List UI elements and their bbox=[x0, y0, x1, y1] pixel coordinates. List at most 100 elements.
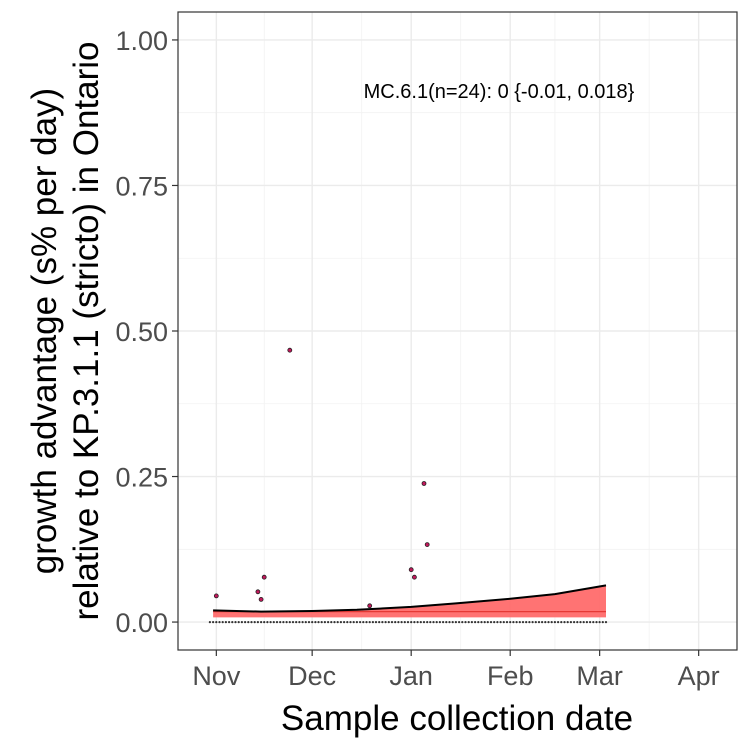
zero-point bbox=[550, 621, 553, 624]
zero-point bbox=[212, 621, 215, 624]
zero-point bbox=[327, 621, 330, 624]
zero-point bbox=[541, 621, 544, 624]
zero-point bbox=[477, 621, 480, 624]
data-point bbox=[261, 574, 267, 580]
zero-point bbox=[323, 621, 326, 624]
zero-point bbox=[604, 621, 608, 624]
zero-point bbox=[502, 621, 505, 624]
y-tick-label: 0.00 bbox=[115, 608, 168, 638]
zero-point bbox=[445, 621, 448, 624]
x-tick-label: Dec bbox=[288, 661, 336, 691]
zero-point bbox=[397, 621, 400, 624]
zero-point bbox=[307, 621, 311, 624]
zero-point bbox=[595, 621, 598, 624]
zero-point bbox=[298, 621, 301, 624]
zero-point bbox=[470, 621, 473, 624]
zero-point bbox=[576, 621, 579, 624]
zero-point bbox=[512, 621, 515, 624]
zero-point bbox=[343, 621, 346, 624]
zero-point bbox=[291, 621, 295, 624]
annotation-label: MC.6.1(n=24): 0 {-0.01, 0.018} bbox=[364, 81, 635, 103]
zero-point bbox=[419, 621, 422, 624]
y-tick-label: 1.00 bbox=[115, 26, 168, 56]
x-tick-label: Nov bbox=[192, 661, 241, 691]
zero-point bbox=[442, 621, 445, 624]
zero-point bbox=[435, 621, 438, 624]
y-axis: 0.00 0.25 0.50 0.75 1.00 bbox=[115, 26, 178, 638]
zero-point bbox=[371, 621, 374, 624]
zero-point bbox=[601, 621, 604, 624]
y-axis-title-line-1: growth advantage (s% per day) bbox=[25, 88, 64, 574]
data-point bbox=[287, 347, 293, 353]
zero-point bbox=[413, 621, 416, 624]
y-tick-label: 0.25 bbox=[115, 463, 168, 493]
zero-point bbox=[237, 621, 240, 624]
x-axis: Nov Dec Jan Feb Mar Apr bbox=[192, 650, 720, 691]
confidence-band bbox=[213, 584, 607, 618]
zero-point bbox=[429, 621, 432, 624]
zero-point bbox=[531, 621, 534, 624]
zero-point bbox=[231, 621, 234, 624]
y-axis-title-line-2: relative to KP.3.1.1 (stricto) in Ontari… bbox=[67, 41, 106, 620]
zero-point bbox=[295, 621, 298, 624]
zero-point bbox=[228, 621, 231, 624]
zero-point bbox=[505, 621, 509, 624]
zero-point bbox=[518, 621, 521, 624]
zero-point bbox=[454, 621, 457, 624]
x-tick-label: Feb bbox=[487, 661, 534, 691]
zero-point bbox=[438, 621, 441, 624]
zero-point bbox=[406, 621, 410, 624]
zero-point bbox=[269, 621, 272, 624]
zero-point bbox=[247, 621, 250, 624]
zero-point bbox=[544, 621, 547, 624]
zero-point bbox=[464, 621, 467, 624]
zero-point bbox=[359, 621, 362, 624]
zero-point bbox=[496, 621, 499, 624]
zero-point bbox=[582, 621, 585, 624]
zero-point bbox=[336, 621, 339, 624]
y-tick-label: 0.75 bbox=[115, 171, 168, 201]
zero-point bbox=[537, 621, 541, 624]
upper-bound-line bbox=[213, 584, 607, 613]
zero-point bbox=[474, 621, 477, 624]
zero-point bbox=[448, 621, 451, 624]
zero-point bbox=[390, 621, 394, 624]
zero-point bbox=[256, 621, 259, 624]
zero-point bbox=[416, 621, 419, 624]
zero-point bbox=[374, 621, 378, 624]
zero-point bbox=[422, 621, 426, 624]
grid-major bbox=[178, 12, 737, 650]
zero-point bbox=[234, 621, 237, 624]
zero-point bbox=[330, 621, 333, 624]
data-point bbox=[367, 603, 373, 609]
zero-point bbox=[489, 621, 493, 624]
zero-point bbox=[458, 621, 461, 624]
zero-point bbox=[384, 621, 387, 624]
x-tick-label: Apr bbox=[678, 661, 720, 691]
zero-point bbox=[560, 621, 563, 624]
zero-point bbox=[525, 621, 528, 624]
zero-point bbox=[403, 621, 406, 624]
data-point bbox=[424, 542, 430, 547]
zero-point bbox=[569, 621, 573, 624]
zero-point bbox=[311, 621, 314, 624]
zero-point bbox=[301, 621, 304, 624]
zero-point bbox=[240, 621, 243, 624]
x-tick-label: Mar bbox=[576, 661, 623, 691]
zero-point bbox=[400, 621, 403, 624]
zero-point bbox=[339, 621, 342, 624]
y-tick-label: 0.50 bbox=[115, 317, 168, 347]
zero-point bbox=[250, 621, 253, 624]
zero-point bbox=[208, 621, 211, 624]
zero-point bbox=[451, 621, 454, 624]
zero-point bbox=[253, 621, 256, 624]
zero-point bbox=[509, 621, 512, 624]
zero-point bbox=[349, 621, 352, 624]
zero-point bbox=[314, 621, 317, 624]
zero-point bbox=[288, 621, 291, 624]
zero-point bbox=[215, 621, 218, 624]
points-layer bbox=[208, 347, 608, 624]
zero-point bbox=[528, 621, 531, 624]
zero-point bbox=[381, 621, 384, 624]
zero-point bbox=[346, 621, 349, 624]
